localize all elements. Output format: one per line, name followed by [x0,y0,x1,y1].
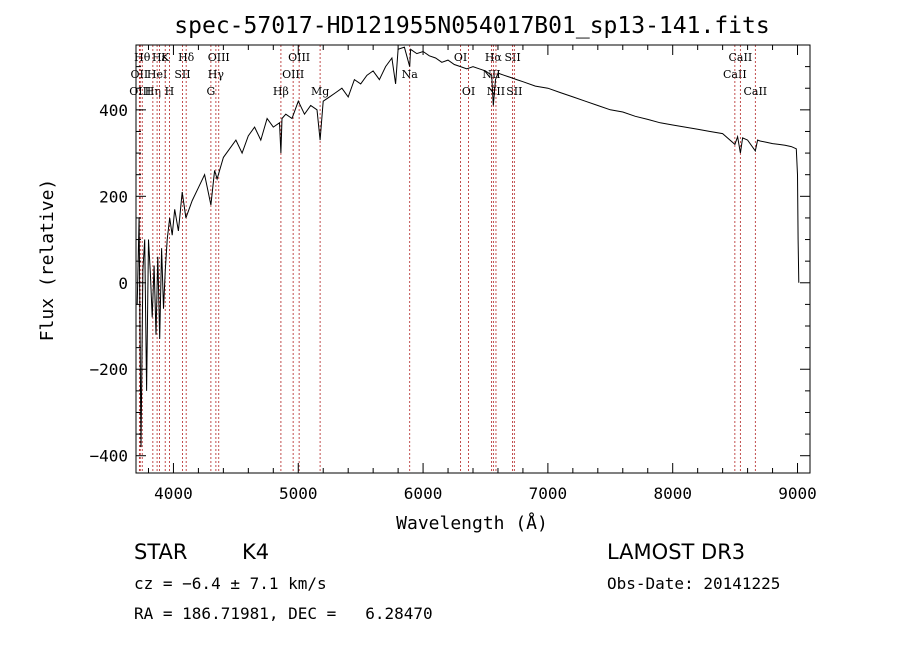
object-class: STAR [134,540,188,564]
x-tick-label-4000: 4000 [154,484,193,503]
x-tick-label-8000: 8000 [653,484,692,503]
y-tick-label-400: 400 [99,101,128,120]
y-axis: −400 −200 0 200 400 [89,66,810,466]
marker-label-26: CaII [729,51,753,64]
plot-frame [135,44,811,474]
object-subclass: K4 [242,540,270,564]
marker-label-24: SII [506,85,522,98]
marker-label-3: Hη [145,85,161,98]
marker-label-5: Hε [152,51,168,64]
marker-label-8: SII [174,68,190,81]
series-group [136,46,800,448]
marker-label-17: Na [402,68,419,81]
coordinates: RA = 186.71981, DEC = 6.28470 [134,604,433,623]
redshift-cz: cz = −6.4 ± 7.1 km/s [134,574,327,593]
marker-label-2: OIII [129,85,151,98]
marker-label-23: SII [504,51,520,64]
marker-label-4: HeI [147,68,167,81]
marker-label-13: Hβ [273,85,289,98]
line-markers: HθOIIOIIIHηHeIHεKHSIIHδGHγOIIIHβOIIIOIII… [129,45,767,473]
marker-label-19: OI [462,85,475,98]
x-tick-label-5000: 5000 [279,484,318,503]
chart-title: spec-57017-HD121955N054017B01_sp13-141.f… [174,13,769,39]
obs-date: Obs-Date: 20141225 [607,574,781,593]
marker-label-14: OIII [282,68,304,81]
marker-label-11: Hγ [208,68,225,81]
marker-label-25: CaII [723,68,747,81]
marker-label-22: NII [487,85,505,98]
marker-label-9: Hδ [178,51,195,64]
x-tick-label-6000: 6000 [404,484,443,503]
x-axis-label: Wavelength (Å) [396,512,548,534]
marker-label-18: OI [454,51,467,64]
marker-label-21: Hα [485,51,503,64]
y-tick-label--400: −400 [89,447,128,466]
y-axis-label: Flux (relative) [37,179,58,342]
marker-label-15: OIII [288,51,310,64]
marker-label-1: OII [131,68,149,81]
x-axis: 4000 5000 6000 7000 8000 9000 [147,45,817,503]
marker-label-7: H [165,85,175,98]
y-tick-label-0: 0 [118,274,128,293]
spectrum-line [136,46,800,448]
marker-label-16: Mg [311,85,329,98]
marker-label-6: K [161,51,170,64]
x-tick-label-9000: 9000 [778,484,817,503]
y-tick-label--200: −200 [89,360,128,379]
x-tick-label-7000: 7000 [529,484,568,503]
y-tick-label-200: 200 [99,187,128,206]
marker-label-27: CaII [743,85,767,98]
marker-label-0: Hθ [134,51,151,64]
marker-label-10: G [206,85,215,98]
survey-name: LAMOST DR3 [607,540,746,564]
marker-label-12: OIII [208,51,230,64]
